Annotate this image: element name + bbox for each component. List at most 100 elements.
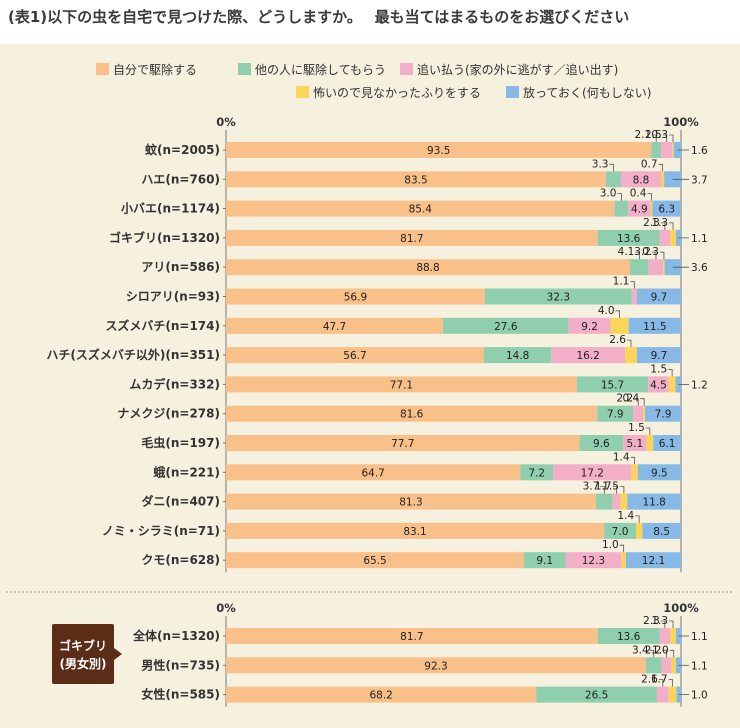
leader-line [630,281,635,289]
bar-segment [226,142,652,158]
data-label: 13.6 [617,233,641,245]
category-label: 小バエ(n=1174) [121,201,220,216]
bar-segment [226,347,484,364]
bar-segment [630,259,649,276]
bar-segment [633,405,644,422]
leader-line [658,679,664,687]
data-label: 3.4 [632,644,649,656]
leader-line [662,134,668,142]
leader-line [669,222,674,230]
bar-segment [597,229,660,246]
bar-segment [659,229,671,246]
bar-segment [226,628,598,644]
bar-segment [623,435,647,451]
leader-line [635,251,640,260]
legend-swatch [506,86,519,98]
bar-segment [660,171,665,188]
data-label: 9.7 [651,292,668,304]
data-label: 2.2 [645,644,662,656]
leader-line [658,163,663,172]
bar-segment [646,435,654,451]
bar-segment [226,405,598,422]
bar-segment [226,435,580,451]
bar-segment [597,405,634,422]
leader-line [660,620,666,628]
data-label: 2.5 [645,129,662,141]
category-label: ナメクジ(n=278) [117,407,220,421]
data-label: 0.3 [642,246,659,258]
data-label: 1.4 [613,451,630,463]
data-label: 14.8 [506,350,529,362]
data-label: 81.3 [399,497,422,509]
bar-segment [627,493,681,510]
leader-line [669,649,675,658]
bar-segment [614,200,629,217]
axis-label-100: 100% [663,115,699,129]
bar-segment [621,552,626,569]
bar-segment [643,405,646,422]
data-label: 9.7 [651,350,668,362]
leader-line [626,339,632,348]
data-label: 3.3 [592,158,609,170]
bar-segment [226,552,525,569]
bar-segment [226,657,646,674]
leader-line [668,368,673,377]
header: (表1)以下の虫を自宅で見つけた際、どうしますか。 最も当てはまるものをお選びく… [0,0,740,38]
data-label: 7.9 [607,409,624,421]
category-label: クモ(n=628) [141,553,220,567]
data-label: 83.5 [404,174,427,186]
leader-line [647,193,652,201]
bar-segment [604,522,636,539]
data-label: 11.5 [643,321,666,333]
data-label: 1.1 [613,276,630,288]
leader-line [609,163,614,172]
badge-line-2: (男女別) [60,656,107,671]
bar-segment [668,376,676,393]
bar-segment [651,142,661,158]
category-label: 蛾(n=221) [153,464,220,479]
leader-line [635,515,640,523]
category-label: ゴキブリ(n=1320) [109,230,220,245]
data-label: 56.7 [343,350,366,362]
bar-segment [656,686,669,703]
chart-panel: 自分で駆除する 他の人に駆除してもらう 追い払う(家の外に逃がす／追い出す) 怖いので… [0,44,740,728]
bar-segment [628,200,651,217]
data-label: 2.2 [617,393,634,405]
data-label: 2.1 [634,129,651,141]
data-label: 0.4 [622,393,639,405]
leader-line [617,193,622,201]
data-label: 77.1 [390,379,413,391]
bar-segment [661,657,672,674]
data-label: 7.0 [612,526,629,538]
bar-segment [620,493,628,510]
legend-swatch [400,63,413,75]
data-label: 81.7 [400,631,423,643]
leader-line [630,456,635,465]
data-label: 27.6 [494,321,518,333]
bar-segment [671,657,676,674]
bar-segment [605,171,621,188]
data-label: 0.7 [641,158,658,170]
category-label: ノミ・シラミ(n=71) [102,524,220,538]
data-label: 26.5 [585,690,608,702]
bar-segment [628,317,681,334]
data-label: 11.8 [642,497,665,509]
leader-line [662,649,667,658]
bar-segment [565,552,622,569]
data-label: 32.3 [547,292,570,304]
category-label: 全体(n=1320) [132,628,220,643]
data-label: 9.2 [581,321,598,333]
data-label: 2.6 [609,334,626,346]
data-label: 6.3 [658,204,675,216]
data-label: 2.6 [641,674,658,686]
stacked-bar-chart: 自分で駆除する 他の人に駆除してもらう 追い払う(家の外に逃がす／追い出す) 怖いので… [6,62,734,707]
legend-swatch [296,86,309,98]
data-label: 85.4 [409,204,433,216]
legend-swatch [96,63,109,75]
legend-label: 追い払う(家の外に逃がす／追い出す) [417,62,618,77]
leader-line [660,222,666,230]
data-label: 5.1 [626,438,643,450]
bar-segment [672,142,674,158]
data-label: 77.7 [391,438,414,450]
bar-segment [226,259,631,276]
